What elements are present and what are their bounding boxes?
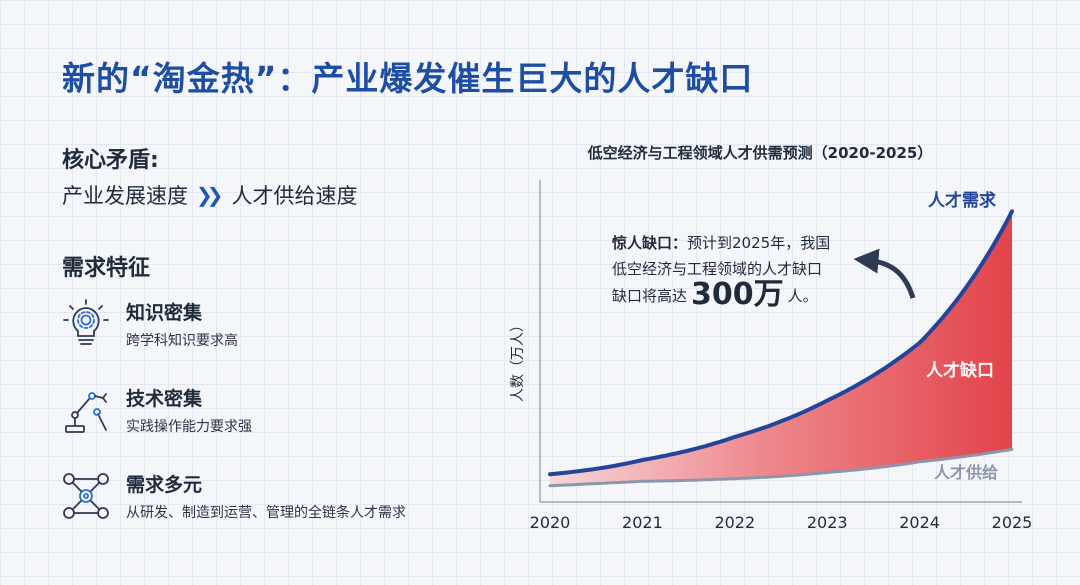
supply-series-line [548,447,1014,488]
feature-desc: 从研发、制造到运营、管理的全链条人才需求 [126,505,406,521]
demand-series-line [548,209,1014,477]
annotation-line2: 低空经济与工程领域的人才缺口 [612,260,823,278]
talent-gap-area [550,211,1012,486]
network-nodes-icon [63,473,109,519]
demand-features-heading: 需求特征 [62,256,151,281]
robot-arm-icon [65,392,107,433]
feature-diverse: 需求多元 从研发、制造到运营、管理的全链条人才需求 [60,470,480,534]
gap-annotation: 惊人缺口：预计到2025年，我国 低空经济与工程领域的人才缺口 缺口将高达 300… [612,230,872,312]
chart-title: 低空经济与工程领域人才供需预测（2020-2025） [587,144,933,162]
curved-arrow-icon [853,248,916,299]
x-tick-label-2020: 2020 [530,513,571,532]
annotation-line1: 预计到2025年，我国 [687,234,831,252]
supply-series-label: 人才供给 [934,463,998,482]
x-tick-label-2023: 2023 [807,513,848,532]
x-tick-label-2024: 2024 [899,513,940,532]
gap-area-label: 人才缺口 [926,360,994,381]
feature-knowledge: 知识密集 跨学科知识要求高 [60,298,480,362]
page-title: 新的“淘金热”：产业爆发催生巨大的人才缺口 [62,59,754,98]
annotation-value: 300万 [691,277,784,312]
demand-series-label: 人才需求 [928,190,996,211]
industry-speed-label: 产业发展速度 [62,184,188,208]
lightbulb-gear-icon [63,299,109,345]
feature-technology: 技术密集 实践操作能力要求强 [60,384,480,448]
y-axis-label: 人数（万人） [510,318,526,402]
annotation-line3-post: 人。 [787,287,818,305]
talent-speed-label: 人才供给速度 [231,184,358,208]
feature-desc: 实践操作能力要求强 [126,419,252,435]
core-contradiction-heading: 核心矛盾: [62,148,159,173]
feature-name: 知识密集 [126,302,203,324]
x-tick-label-2025: 2025 [992,513,1033,532]
annotation-line3-pre: 缺口将高达 [612,287,688,305]
annotation-lead: 惊人缺口： [612,234,688,252]
feature-desc: 跨学科知识要求高 [126,333,238,349]
feature-name: 需求多元 [126,474,203,496]
core-contradiction-line: 产业发展速度 ❯❯ 人才供给速度 [62,180,358,210]
feature-name: 技术密集 [126,388,203,410]
x-tick-label-2021: 2021 [622,513,663,532]
x-tick-label-2022: 2022 [714,513,755,532]
